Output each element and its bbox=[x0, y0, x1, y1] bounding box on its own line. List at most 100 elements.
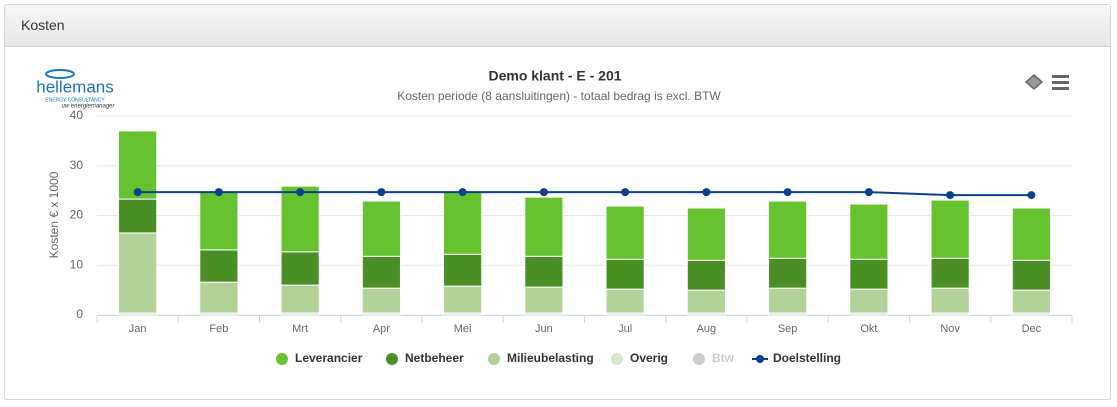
legend-symbol bbox=[386, 353, 398, 365]
target-point bbox=[377, 188, 386, 197]
x-tick-label: Jan bbox=[129, 323, 147, 335]
legend-symbol bbox=[611, 353, 623, 365]
bar-segment bbox=[686, 259, 726, 291]
target-line bbox=[137, 191, 1032, 197]
x-tick-label: Jul bbox=[618, 323, 632, 335]
y-tick-label: 0 bbox=[76, 307, 83, 321]
legend-label: Overig bbox=[630, 351, 668, 365]
bar-segment bbox=[524, 286, 564, 314]
bar-segment bbox=[1011, 259, 1051, 291]
bar-segment bbox=[443, 253, 483, 287]
legend-item[interactable]: Overig bbox=[611, 351, 668, 365]
legend-item[interactable]: Leverancier bbox=[276, 351, 363, 365]
legend-label: Btw bbox=[712, 351, 735, 365]
bar-segment bbox=[524, 196, 564, 257]
x-tick-label: Jun bbox=[535, 323, 553, 335]
bar-segment bbox=[849, 203, 889, 260]
menu-bar[interactable] bbox=[1052, 81, 1069, 84]
target-point bbox=[946, 191, 955, 200]
bar-segment bbox=[605, 205, 645, 260]
target-point bbox=[214, 188, 223, 197]
logo-tagline: ENERGY CONSULTANCY bbox=[45, 97, 105, 103]
bar-segment bbox=[280, 185, 320, 253]
bar-segment bbox=[605, 258, 645, 290]
bar-segment bbox=[524, 255, 564, 288]
legend-label: Doelstelling bbox=[773, 351, 841, 365]
legend-item[interactable]: Doelstelling bbox=[752, 351, 841, 365]
target-point bbox=[539, 188, 548, 197]
bar-segment bbox=[686, 289, 726, 314]
target-point bbox=[702, 188, 711, 197]
panel-title: Kosten bbox=[5, 5, 1110, 47]
y-tick-label: 30 bbox=[70, 158, 84, 172]
menu-bar[interactable] bbox=[1052, 75, 1069, 78]
x-tick-label: Dec bbox=[1022, 323, 1042, 335]
menu-icon[interactable] bbox=[1052, 75, 1069, 90]
legend-symbol bbox=[756, 355, 764, 363]
target-point bbox=[1027, 191, 1036, 200]
y-axis-label: Kosten € x 1000 bbox=[47, 171, 61, 258]
bar-segment bbox=[686, 207, 726, 261]
bar-segment bbox=[930, 287, 970, 314]
bar-segment bbox=[199, 249, 239, 283]
logo: hellemans ENERGY CONSULTANCY uw energiem… bbox=[36, 69, 116, 110]
x-tick-label: Feb bbox=[209, 323, 228, 335]
target-point bbox=[458, 188, 467, 197]
target-point bbox=[296, 188, 305, 197]
bar-segment bbox=[118, 130, 158, 200]
y-tick-label: 10 bbox=[70, 257, 84, 271]
bar-segment bbox=[930, 257, 970, 289]
bar-segment bbox=[361, 200, 401, 257]
bar-segment bbox=[768, 200, 808, 259]
bar-segment bbox=[1011, 289, 1051, 314]
menu-bar[interactable] bbox=[1052, 87, 1069, 90]
x-tick-label: Nov bbox=[940, 323, 960, 335]
bar-segment bbox=[280, 251, 320, 286]
bar-segment bbox=[1011, 207, 1051, 261]
bar-segment bbox=[849, 258, 889, 290]
legend-item[interactable]: Btw bbox=[693, 351, 735, 365]
bar-segment bbox=[280, 284, 320, 314]
bar-segment bbox=[768, 257, 808, 289]
target-point bbox=[621, 188, 630, 197]
bar-segment bbox=[930, 199, 970, 259]
x-tick-label: Okt bbox=[860, 323, 877, 335]
panel: Kosten bbox=[4, 4, 1111, 400]
bar-segment bbox=[199, 190, 239, 251]
legend-item[interactable]: Milieubelasting bbox=[488, 351, 594, 365]
y-tick-label: 40 bbox=[70, 108, 84, 122]
logo-slogan: uw energiemanager bbox=[61, 104, 115, 110]
legend-symbol bbox=[488, 353, 500, 365]
legend-label: Milieubelasting bbox=[507, 351, 594, 365]
bar-segment bbox=[361, 287, 401, 314]
export-icon[interactable] bbox=[1024, 74, 1044, 90]
logo-name: hellemans bbox=[36, 77, 114, 96]
legend-symbol bbox=[276, 353, 288, 365]
bar-segment bbox=[768, 287, 808, 314]
logo-swoosh bbox=[45, 69, 75, 79]
target-point bbox=[133, 188, 142, 197]
bar-segment bbox=[361, 255, 401, 289]
x-tick-label: Mei bbox=[454, 323, 472, 335]
bar-segment bbox=[849, 288, 889, 314]
legend-label: Leverancier bbox=[295, 351, 363, 365]
x-tick-label: Sep bbox=[778, 323, 798, 335]
chart-title: Demo klant - E - 201 bbox=[488, 68, 621, 84]
y-tick-label: 20 bbox=[70, 208, 84, 222]
x-tick-label: Mrt bbox=[292, 323, 308, 335]
bar-segment bbox=[118, 232, 158, 314]
bar-segment bbox=[199, 281, 239, 314]
x-tick-label: Apr bbox=[373, 323, 390, 335]
target-point bbox=[864, 188, 873, 197]
bar-segment bbox=[605, 288, 645, 314]
legend-symbol bbox=[693, 353, 705, 365]
bar-segment bbox=[443, 190, 483, 255]
legend-label: Netbeheer bbox=[405, 351, 464, 365]
target-point bbox=[783, 188, 792, 197]
legend-item[interactable]: Netbeheer bbox=[386, 351, 464, 365]
x-tick-label: Aug bbox=[697, 323, 717, 335]
bar-segment bbox=[118, 198, 158, 234]
bar-segment bbox=[443, 285, 483, 314]
